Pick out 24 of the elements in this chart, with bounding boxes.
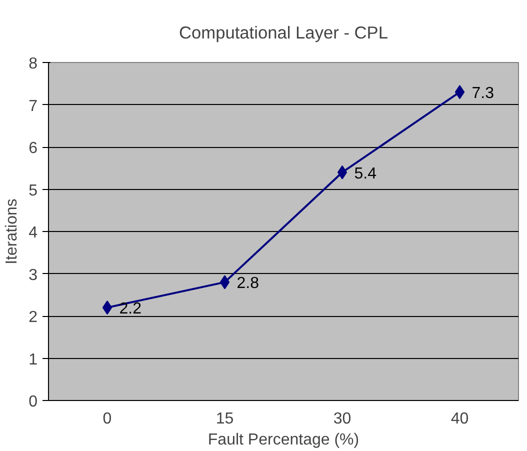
y-tick-label: 1 [28,351,38,368]
data-label: 5.4 [354,165,377,182]
point [337,165,348,180]
data-label: 2.8 [236,275,260,292]
y-tick-label: 7 [28,98,38,115]
y-tick-label: 5 [28,182,38,200]
x-tick-label: 0 [102,410,112,428]
y-tick-label: 6 [28,140,38,157]
y-tick-label: 4 [28,224,38,242]
x-tick-label: 40 [450,410,469,428]
y-tick-label: 8 [28,56,38,72]
point [220,275,230,290]
point [454,85,465,100]
y-tick-label: 3 [28,266,38,284]
y-tick-label: 2 [28,309,38,326]
point [102,300,112,315]
chart-title: Computational Layer - CPL [179,22,388,42]
y-axis-title: Iterations [4,198,21,264]
x-axis-title: Fault Percentage (%) [208,432,360,448]
data-label: 2.2 [119,300,142,318]
x-tick-label: 15 [216,410,234,428]
data-label: 7.3 [472,85,494,102]
y-tick-label: 0 [28,394,38,410]
x-tick-label: 30 [333,410,352,428]
